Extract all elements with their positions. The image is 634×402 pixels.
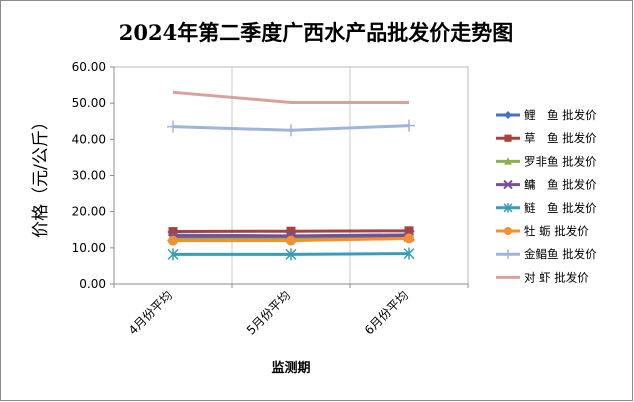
data-point	[404, 233, 414, 244]
legend-item: 鳙 鱼 批发价	[496, 178, 597, 192]
legend-label: 牡 蛎 批发价	[524, 224, 589, 238]
legend-label: 鲢 鱼 批发价	[524, 201, 597, 215]
legend-label: 罗非鱼 批发价	[524, 154, 597, 168]
series	[168, 226, 414, 237]
data-point	[503, 179, 513, 190]
data-point	[403, 119, 415, 132]
chart-title: 2024年第二季度广西水产品批发价走势图	[119, 20, 513, 45]
data-point	[167, 120, 179, 133]
y-tick-label: 20.00	[72, 205, 106, 219]
legend-label: 鲤 鱼 批发价	[524, 108, 597, 122]
data-point	[504, 134, 512, 142]
legend-label: 对 虾 批发价	[524, 270, 589, 284]
data-point	[286, 226, 296, 236]
y-tick-label: 50.00	[72, 96, 106, 110]
data-point	[503, 249, 513, 259]
data-point	[285, 248, 297, 261]
y-axis: 0.00 10.00 20.00 30.00 40.00 50.00 60.00	[72, 60, 115, 291]
series-group	[167, 90, 415, 261]
data-point	[168, 227, 178, 237]
x-axis-label: 监测期	[271, 360, 310, 376]
data-point	[285, 124, 297, 137]
y-tick-label: 40.00	[72, 132, 106, 146]
legend-item: 草 鱼 批发价	[496, 131, 597, 145]
legend-item: 对 虾 批发价	[496, 270, 589, 284]
data-point	[404, 226, 414, 236]
legend-item: 罗非鱼 批发价	[496, 154, 597, 168]
series	[167, 247, 415, 261]
data-point	[403, 247, 415, 260]
data-point	[504, 111, 512, 119]
legend-label: 金鲳鱼 批发价	[524, 247, 597, 261]
legend-item: 鲤 鱼 批发价	[496, 108, 597, 122]
legend-item: 牡 蛎 批发价	[496, 224, 589, 238]
legend-label: 鳙 鱼 批发价	[524, 178, 597, 192]
y-tick-label: 10.00	[72, 241, 106, 255]
y-tick-label: 0.00	[79, 277, 106, 291]
data-point	[286, 235, 296, 246]
legend-item: 鲢 鱼 批发价	[496, 201, 597, 215]
data-point	[167, 248, 179, 261]
data-point	[504, 157, 512, 165]
legend-label: 草 鱼 批发价	[524, 131, 597, 145]
y-axis-label: 价格（元/公斤）	[31, 113, 51, 238]
series	[168, 233, 414, 246]
series	[167, 119, 415, 137]
y-tick-label: 30.00	[72, 169, 106, 183]
series	[172, 90, 409, 104]
y-tick-label: 60.00	[72, 60, 106, 74]
legend-item: 金鲳鱼 批发价	[496, 247, 597, 261]
data-point	[504, 227, 512, 235]
data-point	[168, 235, 178, 246]
data-point	[503, 203, 513, 213]
series-line	[172, 90, 409, 104]
